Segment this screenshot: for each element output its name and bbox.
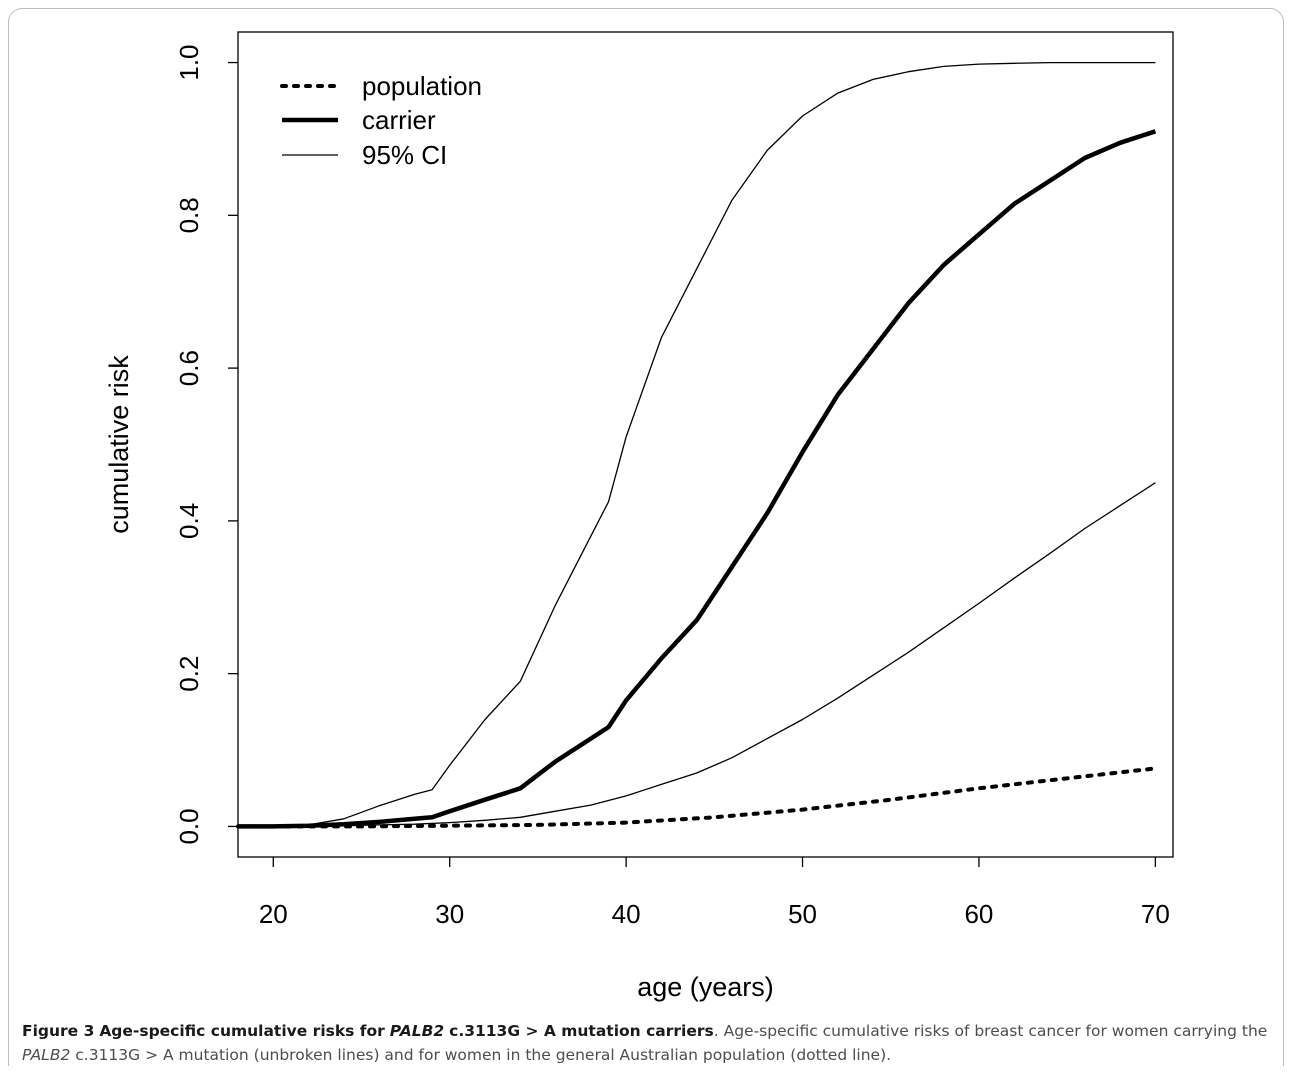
y-tick-label: 1.0 xyxy=(174,44,204,80)
chart: 20 30 40 50 60 70 0.0 0.2 0.4 0.6 0.8 1.0 age (years… xyxy=(104,31,1174,1002)
legend-label: population xyxy=(362,71,482,101)
series-95-ci-lower-line xyxy=(238,482,1156,828)
caption-title-part2: c.3113G > A mutation carriers xyxy=(449,1022,714,1040)
y-tick-label: 0.8 xyxy=(174,197,204,233)
legend-label: 95% CI xyxy=(362,140,447,170)
x-axis-label: age (years) xyxy=(637,972,774,1002)
series-carrier-line xyxy=(238,129,1157,829)
caption-text-part2: c.3113G > A mutation (unbroken lines) an… xyxy=(75,1046,892,1064)
x-tick-label: 30 xyxy=(435,899,464,929)
x-tick-label: 20 xyxy=(259,899,288,929)
y-tick-label: 0.6 xyxy=(174,350,204,386)
y-tick-label: 0.2 xyxy=(174,656,204,692)
caption-text-gene: PALB2 xyxy=(22,1046,71,1064)
caption-title-gene: PALB2 xyxy=(389,1022,445,1040)
series-population-line xyxy=(236,766,1158,829)
caption-figure-label: Figure 3 xyxy=(22,1022,95,1040)
plot-box xyxy=(237,31,1174,858)
y-axis-label: cumulative risk xyxy=(104,355,134,534)
y-tick-label: 0.0 xyxy=(174,808,204,844)
legend-label: carrier xyxy=(362,105,436,135)
series-95-ci-upper-line xyxy=(238,61,1156,828)
figure-frame xyxy=(8,8,1284,1066)
y-tick-label: 0.4 xyxy=(174,503,204,539)
x-tick-label: 60 xyxy=(964,899,993,929)
x-tick-label: 50 xyxy=(788,899,817,929)
caption-title-part1: Age-specific cumulative risks for xyxy=(99,1022,385,1040)
x-tick-label: 40 xyxy=(612,899,641,929)
figure-caption: Figure 3 Age-specific cumulative risks f… xyxy=(22,1019,1280,1067)
x-tick-label: 70 xyxy=(1141,899,1170,929)
caption-text-part1: . Age-specific cumulative risks of breas… xyxy=(713,1022,1268,1040)
